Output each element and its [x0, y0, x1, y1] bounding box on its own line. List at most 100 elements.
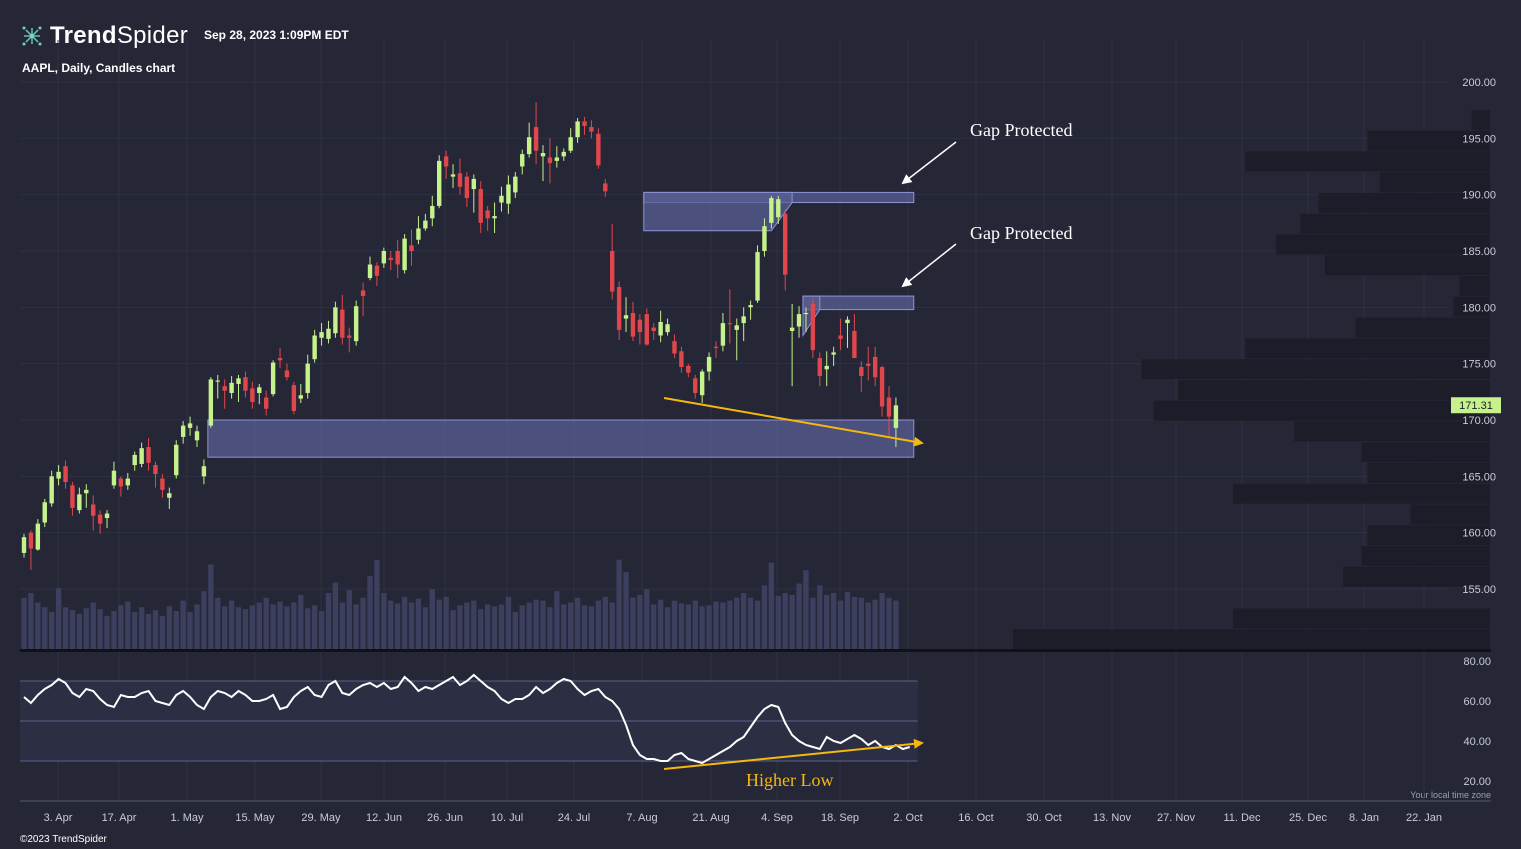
candle-body: [35, 523, 41, 550]
volume-bar: [353, 604, 359, 650]
volume-bar: [464, 602, 470, 650]
volume-bar: [346, 590, 352, 650]
volume-bar: [284, 606, 290, 650]
volume-bar: [55, 588, 62, 650]
volume-bar: [637, 594, 643, 650]
date-tick-label: 8. Jan: [1349, 812, 1379, 824]
candle-body: [637, 319, 643, 333]
candle-body: [616, 287, 622, 330]
candle-body: [824, 365, 829, 370]
volume-bar: [837, 600, 844, 650]
volume-bar: [436, 599, 442, 650]
candle-body: [264, 397, 269, 409]
timestamp: Sep 28, 2023 1:09PM EDT: [204, 28, 349, 42]
candle-body: [720, 323, 726, 346]
candle-body: [118, 478, 124, 487]
volume-bar: [360, 597, 366, 650]
candle-body: [457, 173, 463, 187]
volume-bar: [651, 604, 657, 650]
candle-body: [831, 352, 836, 355]
volume-bar: [664, 607, 671, 650]
candle-body: [769, 198, 774, 223]
brand-name-light: Spider: [116, 22, 189, 49]
volume-profile-bar: [1013, 629, 1490, 649]
volume-bar: [533, 599, 539, 650]
annotations: Gap Protected Gap Protected Higher Low: [663, 120, 1072, 790]
volume-bar: [422, 607, 429, 650]
volume-bar: [429, 589, 435, 650]
support-zones: [207, 191, 915, 458]
volume-bar: [484, 604, 491, 650]
candle-body: [734, 325, 739, 330]
volume-bar: [305, 608, 311, 650]
volume-bar: [706, 605, 712, 650]
candle-body: [270, 362, 276, 395]
volume-profile-bar: [1361, 546, 1490, 566]
date-tick-label: 29. May: [301, 812, 341, 824]
candle-body: [547, 157, 553, 164]
candle-body: [872, 356, 878, 378]
candle-body: [575, 121, 580, 138]
volume-bar: [332, 582, 339, 650]
candle-body: [499, 195, 504, 203]
candle-body: [748, 305, 753, 308]
date-tick-label: 16. Oct: [958, 812, 993, 824]
candle-body: [755, 252, 760, 301]
volume-bar: [48, 612, 55, 650]
candle-body: [430, 205, 435, 219]
candle-body: [153, 465, 158, 475]
candle-body: [506, 184, 511, 204]
volume-bar: [450, 610, 456, 650]
candle-body: [236, 378, 241, 384]
panel-separator: [20, 649, 1491, 652]
volume-bar: [298, 594, 304, 650]
volume-bar: [588, 606, 595, 650]
date-tick-label: 25. Dec: [1289, 812, 1327, 824]
volume-bar: [318, 611, 325, 650]
candle-body: [388, 257, 393, 261]
candle-body: [866, 363, 871, 366]
candle-body: [77, 494, 82, 511]
date-tick-label: 18. Sep: [821, 812, 859, 824]
volume-bar: [367, 575, 373, 650]
date-tick-label: 24. Jul: [558, 812, 590, 824]
brand-name: TrendSpider: [50, 22, 188, 50]
zone-band: [207, 419, 915, 458]
volume-bar: [478, 609, 484, 650]
volume-profile-bar: [1367, 130, 1490, 151]
volume-profile-bar: [1318, 193, 1490, 213]
date-tick-label: 10. Jul: [491, 812, 523, 824]
volume-bar: [339, 602, 346, 650]
candle-body: [167, 493, 172, 498]
volume-bar: [187, 612, 193, 650]
candle-body: [56, 471, 61, 479]
axes: 3. Apr 17. Apr 1. May 15. May 29. May 12. Jun…: [20, 77, 1501, 824]
trendspider-logo-icon: [22, 26, 42, 46]
volume-bar: [69, 610, 76, 650]
volume-bar: [325, 593, 332, 650]
candle-body: [776, 199, 781, 218]
candle-body: [284, 370, 290, 378]
volume-bar: [505, 596, 512, 650]
volume-bar: [574, 597, 581, 650]
candle-body: [305, 363, 310, 393]
candle-body: [630, 312, 636, 337]
volume-bar: [540, 600, 546, 650]
date-tick-label: 15. May: [235, 812, 275, 824]
volume-bar: [21, 597, 27, 650]
annotation-label: Gap Protected: [970, 223, 1072, 243]
price-tick-label: 200.00: [1462, 77, 1496, 89]
candle-body: [540, 152, 546, 157]
volume-bar: [879, 593, 885, 650]
candle-body: [215, 380, 220, 382]
candle-body: [706, 356, 712, 372]
candle-body: [526, 137, 532, 155]
candle-body: [125, 478, 130, 486]
volume-bar: [844, 592, 851, 650]
candle-body: [222, 386, 227, 391]
date-tick-label: 21. Aug: [692, 812, 729, 824]
candle-body: [187, 423, 193, 428]
candle-body: [201, 466, 207, 477]
date-tick-label: 30. Oct: [1026, 812, 1061, 824]
